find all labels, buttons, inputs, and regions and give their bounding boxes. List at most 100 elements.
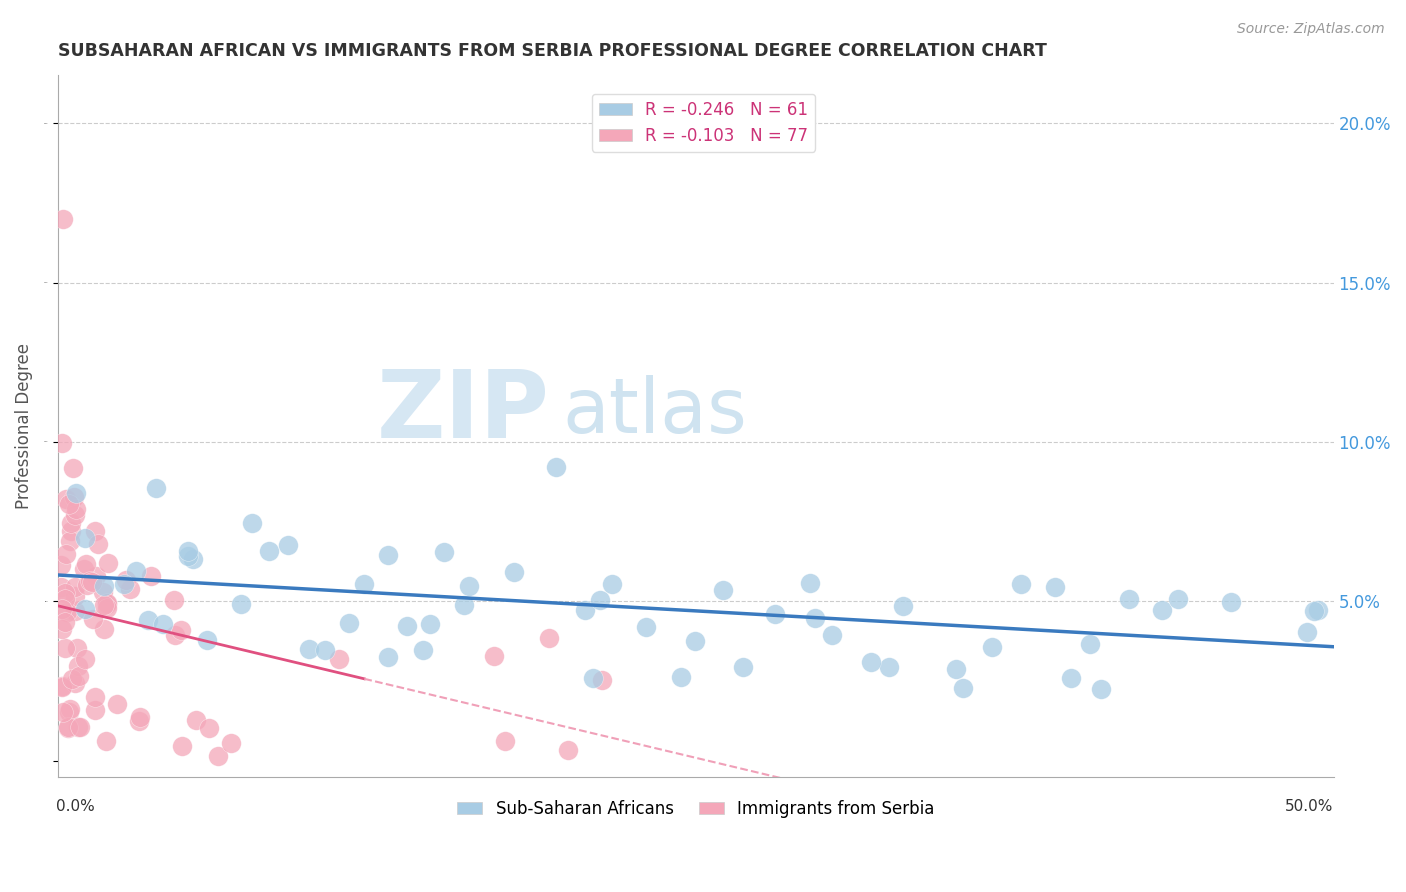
Point (96, 597, 118, 611)
Point (67, 720, 90, 734)
Point (298, 641, 321, 656)
Point (163, 593, 186, 607)
Point (65, 485, 87, 500)
Point (669, 670, 692, 684)
Point (80, 574, 103, 589)
Point (51, 622, 73, 636)
Point (56, 721, 79, 735)
Point (93, 622, 115, 636)
Point (112, 577, 135, 591)
Point (537, 631, 560, 645)
Point (63, 589, 86, 603)
Point (763, 607, 786, 622)
Point (799, 575, 821, 590)
Point (120, 582, 142, 596)
Point (56, 606, 79, 620)
Point (67, 669, 90, 683)
Point (53, 615, 76, 630)
Point (73, 601, 96, 615)
Point (170, 624, 193, 638)
Point (337, 615, 360, 630)
Point (207, 749, 229, 764)
Point (591, 673, 613, 688)
Point (136, 613, 159, 627)
Point (458, 579, 481, 593)
Point (60, 672, 83, 686)
Point (240, 516, 263, 531)
Point (52, 705, 75, 719)
Point (139, 569, 162, 583)
Point (636, 620, 658, 634)
Point (82, 612, 104, 626)
Point (73, 652, 96, 666)
Point (79, 574, 101, 589)
Point (484, 649, 506, 664)
Point (58, 497, 80, 511)
Point (65, 508, 87, 523)
Point (453, 598, 475, 612)
Point (683, 634, 706, 648)
Point (945, 662, 967, 676)
Point (412, 643, 434, 657)
Point (879, 660, 901, 674)
Point (377, 650, 399, 665)
Point (821, 628, 844, 642)
Point (59, 516, 82, 531)
Point (84, 690, 107, 705)
Point (257, 543, 280, 558)
Legend: Sub-Saharan Africans, Immigrants from Serbia: Sub-Saharan Africans, Immigrants from Se… (451, 793, 941, 825)
Point (1045, 580, 1067, 594)
Text: 0.0%: 0.0% (56, 799, 94, 814)
Point (952, 681, 974, 695)
Text: ZIP: ZIP (377, 366, 550, 458)
Text: Source: ZipAtlas.com: Source: ZipAtlas.com (1237, 22, 1385, 37)
Point (53, 586, 76, 600)
Point (63, 676, 86, 690)
Point (96, 596, 118, 610)
Point (93, 598, 115, 612)
Point (219, 736, 242, 750)
Point (731, 660, 754, 674)
Point (184, 714, 207, 728)
Point (229, 597, 252, 611)
Point (62, 461, 84, 475)
Point (65, 501, 87, 516)
Point (177, 544, 200, 558)
Point (69, 720, 91, 734)
Point (66, 640, 89, 655)
Point (65, 580, 87, 594)
Point (1295, 625, 1317, 640)
Text: SUBSAHARAN AFRICAN VS IMMIGRANTS FROM SERBIA PROFESSIONAL DEGREE CORRELATION CHA: SUBSAHARAN AFRICAN VS IMMIGRANTS FROM SE… (58, 42, 1047, 60)
Point (55, 547, 77, 561)
Point (1308, 603, 1330, 617)
Point (52, 211, 75, 226)
Point (105, 697, 128, 711)
Point (600, 577, 623, 591)
Point (891, 599, 914, 613)
Point (502, 565, 524, 579)
Point (544, 460, 567, 475)
Point (53, 640, 76, 655)
Point (181, 552, 204, 566)
Point (84, 569, 107, 583)
Point (377, 548, 399, 562)
Point (75, 557, 97, 571)
Point (1060, 671, 1083, 685)
Y-axis label: Professional Degree: Professional Degree (15, 343, 32, 509)
Point (582, 671, 605, 685)
Point (419, 616, 441, 631)
Point (49, 558, 72, 573)
Point (433, 545, 456, 559)
Point (494, 734, 516, 748)
Point (152, 616, 174, 631)
Point (65, 604, 87, 618)
Point (557, 743, 579, 757)
Point (83, 703, 105, 717)
Point (114, 573, 136, 587)
Point (198, 721, 221, 735)
Point (67, 658, 90, 673)
Point (56, 720, 79, 734)
Point (574, 602, 596, 616)
Point (1078, 637, 1101, 651)
Point (1118, 592, 1140, 607)
